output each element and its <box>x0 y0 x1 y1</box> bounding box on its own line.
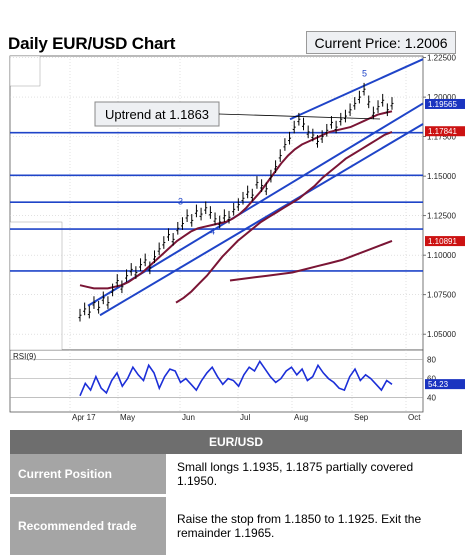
info-box-top <box>10 56 40 86</box>
table-header: EUR/USD <box>10 430 462 454</box>
row-label-recommended-trade: Recommended trade <box>10 496 168 555</box>
uptrend-annotation-text: Uptrend at 1.1863 <box>105 107 209 122</box>
info-box-side <box>10 222 62 350</box>
y-tick-label: 1.22500 <box>427 54 456 63</box>
price-tag-text: 1.10891 <box>428 237 457 246</box>
table-row: Recommended trade Raise the stop from 1.… <box>10 496 462 555</box>
x-tick-label: Sep <box>354 413 369 422</box>
wave-label: 5 <box>362 69 367 79</box>
row-value-recommended-trade: Raise the stop from 1.1850 to 1.1925. Ex… <box>168 496 463 555</box>
eurusd-chart: 1.225001.200001.175001.150001.125001.100… <box>0 0 468 430</box>
y-tick-label: 1.15000 <box>427 172 456 181</box>
rsi-tick-label: 40 <box>427 394 436 403</box>
price-tag-text: 1.19565 <box>428 100 457 109</box>
trade-table: EUR/USD Current Position Small longs 1.1… <box>10 430 462 555</box>
x-tick-label: Oct <box>408 413 421 422</box>
x-tick-label: Jul <box>240 413 250 422</box>
rsi-label: RSI(9) <box>13 352 36 361</box>
y-tick-label: 1.10000 <box>427 251 456 260</box>
price-tag-text: 1.17841 <box>428 127 457 136</box>
wave-label: 4 <box>210 227 215 237</box>
x-tick-label: May <box>120 413 135 422</box>
row-value-current-position: Small longs 1.1935, 1.1875 partially cov… <box>168 454 463 496</box>
x-tick-label: Apr 17 <box>72 413 96 422</box>
rsi-tick-label: 80 <box>427 356 436 365</box>
table-row: Current Position Small longs 1.1935, 1.1… <box>10 454 462 496</box>
x-tick-label: Jun <box>182 413 195 422</box>
row-label-current-position: Current Position <box>10 454 168 496</box>
x-tick-label: Aug <box>294 413 308 422</box>
y-tick-label: 1.12500 <box>427 212 456 221</box>
y-tick-label: 1.07500 <box>427 291 456 300</box>
rsi-value-tag-text: 54.23 <box>428 380 449 389</box>
y-tick-label: 1.05000 <box>427 330 456 339</box>
wave-label: 3 <box>178 197 183 207</box>
